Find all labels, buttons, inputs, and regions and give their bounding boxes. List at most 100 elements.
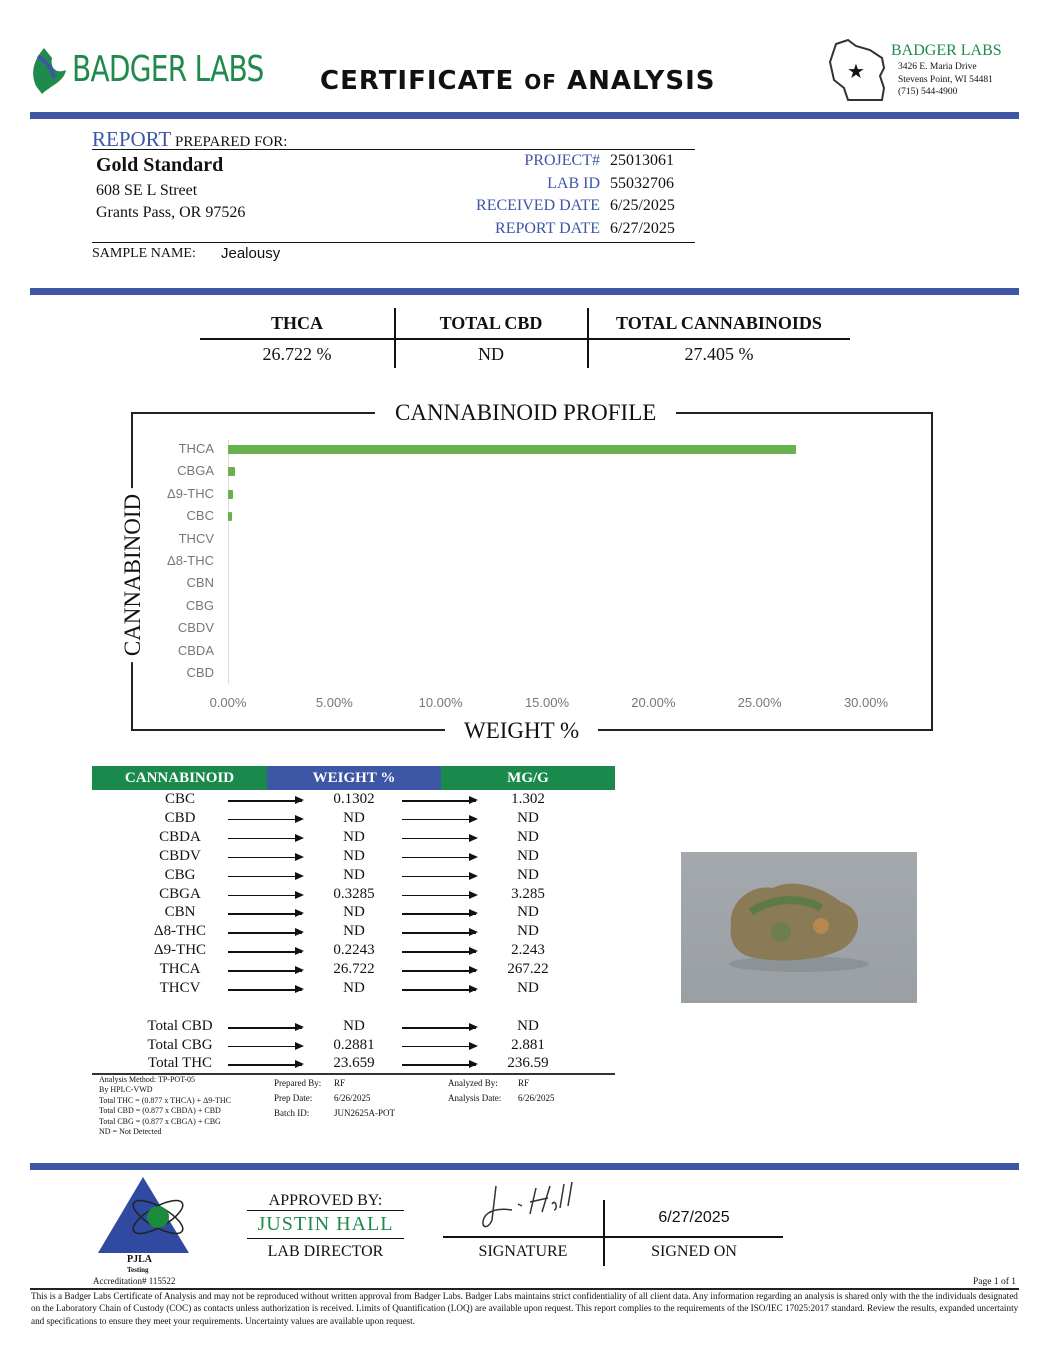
table-row: CBN ND ND: [92, 903, 615, 921]
arrow-icon: [402, 1061, 478, 1068]
sample-photo: [681, 852, 917, 1003]
cannabinoid-name: CBGA: [159, 885, 201, 902]
approver-name: JUSTIN HALL: [257, 1213, 394, 1235]
mgg-value: ND: [517, 923, 539, 940]
arrow-icon: [228, 853, 304, 860]
arrow-icon: [402, 948, 478, 955]
arrow-icon: [228, 1024, 304, 1030]
mgg-value: ND: [517, 980, 539, 996]
x-tick-label: 0.00%: [209, 695, 247, 710]
table-row: THCV ND ND: [92, 979, 615, 997]
divider: [603, 1200, 605, 1266]
arrow-icon: [228, 1042, 304, 1049]
y-tick-label: CBG: [185, 597, 214, 613]
sample-name: Jealousy: [221, 245, 281, 262]
arrow-icon: [402, 815, 478, 822]
cannabinoid-name: Total CBD: [147, 1018, 213, 1034]
mgg-value: 2.243: [511, 942, 545, 959]
divider: [247, 1210, 404, 1211]
method-notes: Analysis Method: TP-POT-05 By HPLC-VWD Tot…: [99, 1075, 231, 1137]
cannabinoid-name: CBC: [164, 791, 195, 807]
y-tick-label: CBGA: [177, 463, 214, 479]
chart-title: CANNABINOID PROFILE: [375, 400, 677, 426]
weight-value: 26.722: [333, 961, 375, 978]
arrow-icon: [402, 891, 478, 898]
badger-logo: BADGER LABS: [30, 46, 270, 96]
bar-Δ9-THC: [228, 489, 233, 499]
arrow-icon: [402, 967, 478, 974]
table-row: CBDV ND ND: [92, 847, 615, 865]
prep-info: Prepared By: RF Prep Date: 6/26/2025 Batch…: [274, 1078, 396, 1118]
table-row: CBDA ND ND: [92, 828, 615, 846]
y-tick-label: CBDA: [177, 642, 214, 658]
y-tick-label: THCV: [178, 530, 214, 546]
bar-THCA: [228, 445, 797, 454]
wisconsin-map-icon: ★: [828, 38, 886, 101]
report-heading: REPORT PREPARED FOR:: [92, 127, 288, 151]
arrow-icon: [402, 929, 478, 936]
table-row: CBG ND ND: [92, 866, 615, 884]
weight-value: ND: [343, 904, 365, 921]
testing-label: Testing: [127, 1266, 149, 1274]
mgg-value: ND: [517, 1018, 539, 1034]
divider: [30, 1163, 1019, 1170]
arrow-icon: [228, 1061, 304, 1068]
weight-value: 0.2243: [333, 942, 375, 959]
arrow-icon: [228, 967, 304, 974]
divider: [30, 112, 1019, 119]
lab-name: BADGER LABS: [891, 42, 1002, 59]
cannabinoid-name: Total THC: [147, 1055, 213, 1072]
arrow-icon: [228, 872, 304, 879]
chart-ylabel: CANNABINOID: [120, 487, 145, 663]
x-tick-label: 20.00%: [631, 695, 676, 710]
page-number: Page 1 of 1: [972, 1277, 1016, 1287]
table-row: CBGA 0.3285 3.285: [92, 885, 615, 903]
mgg-value: ND: [517, 866, 539, 883]
mgg-value: 236.59: [507, 1055, 549, 1072]
divider: [30, 288, 1019, 295]
arrow-icon: [228, 910, 304, 917]
summary-value: 27.405 %: [684, 344, 754, 364]
chart-axis: [228, 440, 229, 684]
cannabinoid-name: Total CBG: [147, 1036, 213, 1053]
signed-on-label: SIGNED ON: [651, 1243, 737, 1260]
arrow-icon: [402, 853, 478, 860]
document-title: CERTIFICATE OF ANALYSIS: [320, 66, 716, 96]
table-row: Δ8-THC ND ND: [92, 922, 615, 940]
flower-image: [729, 883, 869, 972]
approver-role: LAB DIRECTOR: [267, 1243, 384, 1260]
cannabinoid-name: CBDA: [159, 828, 201, 845]
cannabinoid-name: Δ9-THC: [153, 942, 207, 959]
y-tick-label: CBN: [186, 575, 214, 591]
weight-value: ND: [343, 809, 365, 826]
y-tick-label: CBDV: [177, 620, 214, 636]
client-address: 608 SE L Street Grants Pass, OR 97526: [96, 182, 246, 221]
cannabinoid-name: THCV: [159, 980, 201, 996]
x-tick-label: 10.00%: [418, 695, 463, 710]
brand-name: BADGER LABS: [72, 49, 264, 90]
mgg-value: ND: [517, 828, 539, 845]
weight-value: ND: [343, 828, 365, 845]
chart-frame: [131, 412, 933, 731]
table-row: CBC 0.1302 1.302: [92, 790, 615, 808]
mgg-value: ND: [517, 904, 539, 921]
signature-label: SIGNATURE: [478, 1243, 568, 1260]
svg-text:★: ★: [847, 61, 865, 83]
sample-label: SAMPLE NAME:: [92, 246, 196, 261]
col-header: CANNABINOID: [92, 766, 267, 790]
cannabinoid-name: CBN: [164, 904, 196, 921]
bar-CBC: [228, 512, 232, 522]
summary-value: ND: [478, 344, 504, 364]
weight-value: ND: [343, 1018, 365, 1034]
arrow-icon: [228, 891, 304, 898]
arrow-icon: [402, 834, 478, 841]
summary-header: THCA: [270, 313, 323, 333]
divider: [30, 1288, 1019, 1290]
table-row: THCA 26.722 267.22: [92, 960, 615, 978]
arrow-icon: [402, 872, 478, 879]
x-tick-label: 5.00%: [315, 695, 353, 710]
x-tick-label: 15.00%: [524, 695, 570, 710]
arrow-icon: [402, 986, 478, 992]
mgg-value: ND: [517, 809, 539, 826]
chart-xlabel: WEIGHT %: [445, 718, 599, 744]
